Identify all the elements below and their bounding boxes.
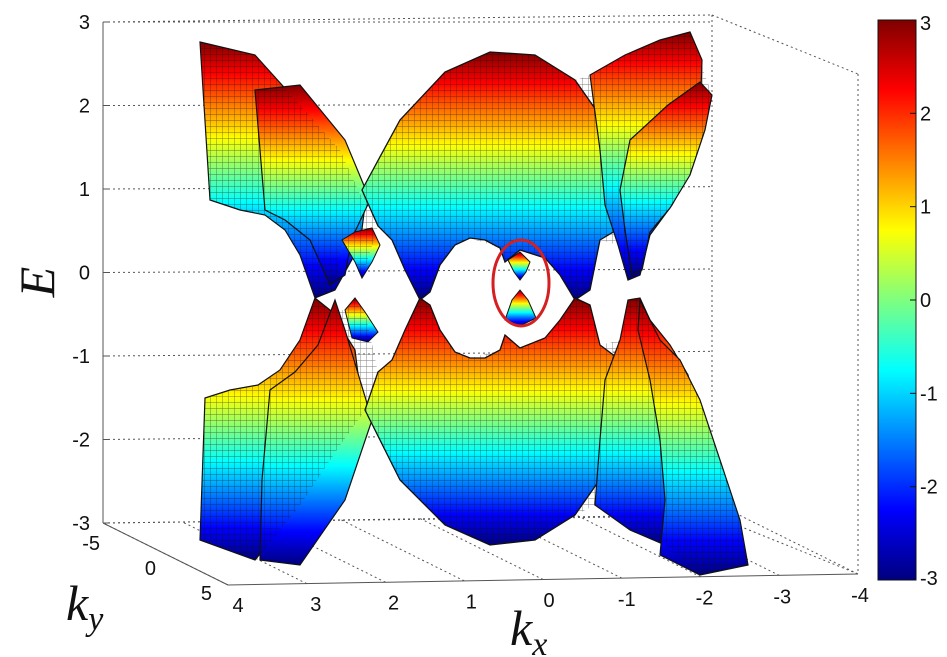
- z-tick-label: -2: [72, 430, 90, 452]
- y-tick-label: -5: [82, 533, 100, 555]
- x-grid-line: [575, 514, 701, 578]
- z-tick-label: 0: [79, 263, 90, 285]
- z-tick-label: -1: [72, 346, 90, 368]
- z-tick-labels: 3 2 1 0 -1 -2 -3: [72, 12, 109, 535]
- top-right-edge: [711, 14, 859, 75]
- z-axis-label: E: [9, 267, 65, 299]
- x-grid-line: [339, 518, 465, 582]
- colorbar-tick-label: -2: [920, 477, 938, 499]
- x-tick-label: -1: [618, 589, 636, 611]
- z-tick-label: 1: [79, 179, 90, 201]
- x-tick-label: 1: [466, 591, 477, 613]
- x-tick-label: 3: [310, 594, 321, 616]
- x-tick-label: -2: [696, 588, 714, 610]
- x-grid-line: [417, 517, 544, 580]
- x-grid-line: [102, 522, 229, 586]
- y-axis-label-main: k: [66, 575, 89, 631]
- z-axis-label-text: E: [9, 267, 65, 299]
- mesh-upper: [200, 32, 712, 300]
- x-tick-label: -4: [851, 585, 869, 607]
- x-axis-label: kx: [510, 600, 547, 657]
- colorbar-tick-label: 2: [920, 103, 931, 125]
- mesh-overlay: [200, 32, 748, 575]
- x-axis-label-main: k: [510, 600, 533, 656]
- x-tick-label: 0: [543, 590, 554, 612]
- z-tick-label: -3: [72, 513, 90, 535]
- x-tick-labels: 4 3 2 1 0 -1 -2 -3 -4: [232, 585, 868, 617]
- z-tick-label: 2: [79, 96, 90, 118]
- surface-plot: [199, 31, 749, 576]
- mesh-lower: [200, 298, 748, 575]
- x-grid-line: [732, 511, 859, 575]
- y-tick-labels: -5 0 5: [82, 533, 212, 605]
- upper-band-cone-center: [507, 251, 531, 281]
- colorbar-gradient: [877, 19, 917, 581]
- z-grid-line: [102, 350, 713, 357]
- box-top-edge: [102, 14, 713, 23]
- colorbar-tick-label: -1: [920, 383, 938, 405]
- y-axis-label: ky: [66, 575, 104, 638]
- x-tick-label: 2: [388, 593, 399, 615]
- colorbar: 3 2 1 0 -1 -2 -3: [877, 13, 938, 590]
- colorbar-tick-labels: 3 2 1 0 -1 -2 -3: [910, 13, 938, 590]
- z-grid-line: [102, 186, 713, 190]
- colorbar-tick-label: -3: [920, 568, 938, 590]
- colorbar-tick-label: 1: [920, 197, 931, 219]
- dirac-point-annotation: [491, 238, 551, 328]
- colorbar-tick-label: 0: [920, 290, 931, 312]
- x-tick-label: -3: [773, 586, 791, 608]
- y-axis-label-sub: y: [85, 601, 104, 638]
- y-tick-label: 5: [201, 583, 212, 605]
- y-tick-label: 0: [145, 558, 156, 580]
- z-grid-line: [102, 268, 713, 273]
- x-tick-label: 4: [232, 595, 243, 617]
- x-axis-label-sub: x: [531, 626, 547, 657]
- z-tick-label: 3: [79, 12, 90, 34]
- colorbar-tick-label: 3: [920, 13, 931, 35]
